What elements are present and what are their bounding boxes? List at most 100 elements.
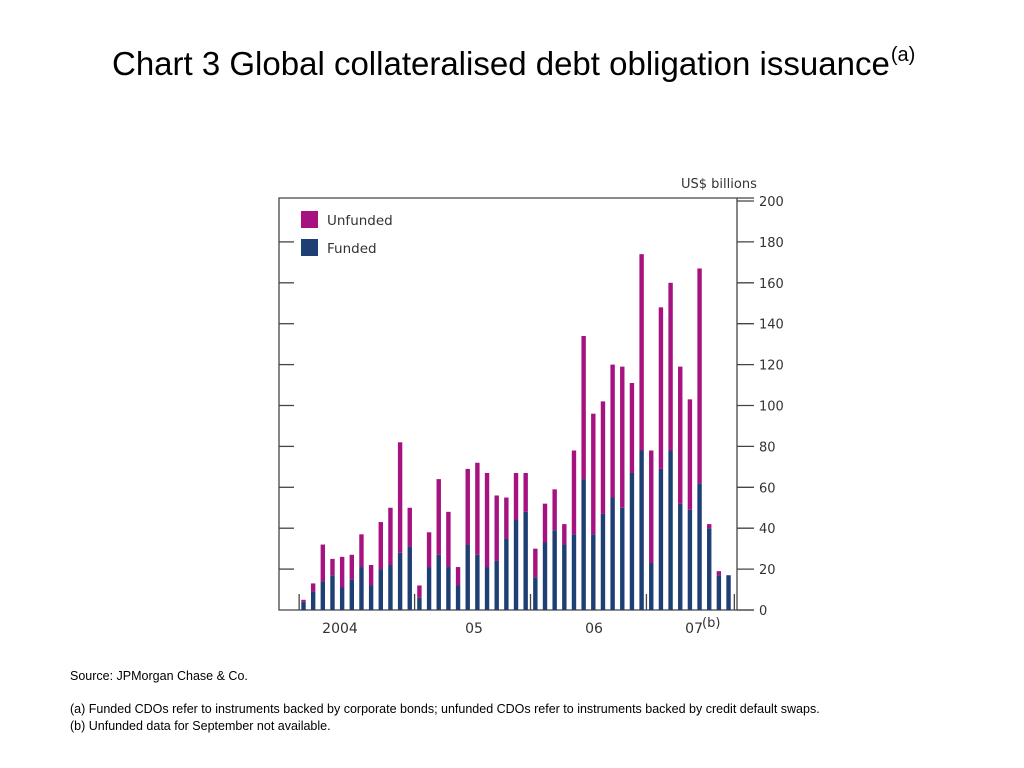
bar-funded: [610, 497, 615, 610]
bar-funded: [658, 468, 664, 610]
bar-funded: [629, 472, 635, 610]
bar-funded: [571, 534, 577, 610]
bar-funded: [417, 597, 422, 610]
footnote-b: (b) Unfunded data for September not avai…: [70, 719, 331, 733]
y-tick-label: 140: [759, 318, 784, 333]
bar-unfunded: [581, 335, 586, 480]
bar-funded: [542, 542, 548, 610]
bar-funded: [310, 591, 316, 610]
bar-unfunded: [591, 413, 596, 535]
bar-funded: [378, 569, 383, 610]
x-tick-label: 05: [465, 621, 483, 637]
bar-funded: [726, 575, 731, 610]
bar-unfunded: [494, 495, 499, 561]
bar-unfunded: [523, 472, 528, 512]
bar-unfunded: [446, 511, 451, 568]
chart-title-text: Chart 3 Global collateralised debt oblig…: [112, 45, 890, 82]
y-tick-label: 160: [759, 277, 784, 292]
bar-unfunded: [378, 522, 383, 570]
x-tick-footnote-mark: (b): [702, 616, 720, 631]
y-tick-label: 180: [759, 236, 784, 251]
bar-unfunded: [426, 532, 432, 568]
bar-funded: [339, 587, 345, 610]
footnotes: Source: JPMorgan Chase & Co. (a) Funded …: [70, 668, 900, 735]
bar-unfunded: [368, 565, 374, 586]
bar-unfunded: [455, 567, 461, 586]
bar-funded: [533, 577, 538, 610]
bar-funded: [591, 534, 596, 610]
bar-funded: [475, 554, 480, 610]
y-tick-label: 20: [759, 563, 776, 578]
bar-funded: [523, 511, 528, 610]
footnote-a: (a) Funded CDOs refer to instruments bac…: [70, 702, 820, 716]
x-tick-label: 2004: [322, 621, 358, 637]
bar-unfunded: [339, 556, 345, 588]
bar-funded: [407, 546, 412, 610]
y-tick-label: 40: [759, 522, 776, 537]
bar-unfunded: [349, 554, 354, 580]
bar-funded: [330, 575, 335, 610]
bar-funded: [697, 483, 702, 610]
y-tick-label: 60: [759, 481, 776, 496]
legend-swatch-funded: [301, 239, 318, 256]
bar-funded: [359, 567, 364, 610]
bar-unfunded: [707, 524, 712, 529]
bar-unfunded: [649, 450, 654, 563]
legend-label-unfunded: Unfunded: [327, 213, 393, 229]
bar-unfunded: [716, 571, 722, 576]
bar-funded: [301, 601, 306, 610]
bar-unfunded: [417, 585, 422, 598]
y-tick-label: 80: [759, 440, 776, 455]
source-note: Source: JPMorgan Chase & Co.: [70, 669, 248, 683]
bar-funded: [668, 450, 673, 610]
bar-unfunded: [320, 544, 326, 582]
bar-unfunded: [639, 254, 644, 451]
bar-funded: [562, 544, 567, 610]
bar-funded: [552, 530, 557, 610]
bar-funded: [504, 538, 509, 610]
bar-funded: [320, 581, 326, 610]
bar-funded: [465, 544, 470, 610]
bar-funded: [639, 450, 644, 610]
bar-funded: [349, 579, 354, 610]
bar-unfunded: [600, 401, 606, 514]
bar-funded: [455, 585, 461, 610]
y-axis-unit-label: US$ billions: [681, 177, 757, 192]
bar-unfunded: [301, 599, 306, 602]
bar-unfunded: [475, 462, 480, 555]
bar-unfunded: [678, 366, 683, 504]
bar-unfunded: [629, 383, 635, 473]
bar-unfunded: [436, 479, 441, 555]
bar-unfunded: [571, 450, 577, 535]
bar-unfunded: [407, 507, 412, 547]
bar-funded: [484, 567, 490, 610]
bar-funded: [397, 552, 403, 610]
chart-title: Chart 3 Global collateralised debt oblig…: [112, 44, 992, 82]
bar-unfunded: [668, 282, 673, 451]
bar-unfunded: [397, 442, 403, 553]
bar-unfunded: [504, 497, 509, 539]
x-tick-label: 07: [685, 621, 703, 637]
bar-funded: [494, 560, 499, 610]
bar-funded: [678, 503, 683, 610]
bar-funded: [436, 554, 441, 610]
y-tick-label: 120: [759, 359, 784, 374]
legend-label-funded: Funded: [327, 241, 377, 257]
bar-unfunded: [484, 472, 490, 568]
y-tick-label: 0: [759, 604, 767, 619]
bar-unfunded: [330, 558, 335, 576]
bar-unfunded: [687, 399, 693, 510]
bar-funded: [620, 507, 625, 610]
bar-funded: [426, 567, 432, 610]
bar-funded: [716, 575, 722, 610]
bar-funded: [513, 520, 519, 610]
bar-unfunded: [620, 366, 625, 508]
bar-unfunded: [388, 507, 393, 566]
bar-funded: [446, 567, 451, 610]
bar-unfunded: [610, 364, 615, 498]
bar-funded: [649, 562, 654, 610]
y-tick-label: 100: [759, 400, 784, 415]
bar-unfunded: [513, 472, 519, 521]
bar-unfunded: [562, 524, 567, 545]
